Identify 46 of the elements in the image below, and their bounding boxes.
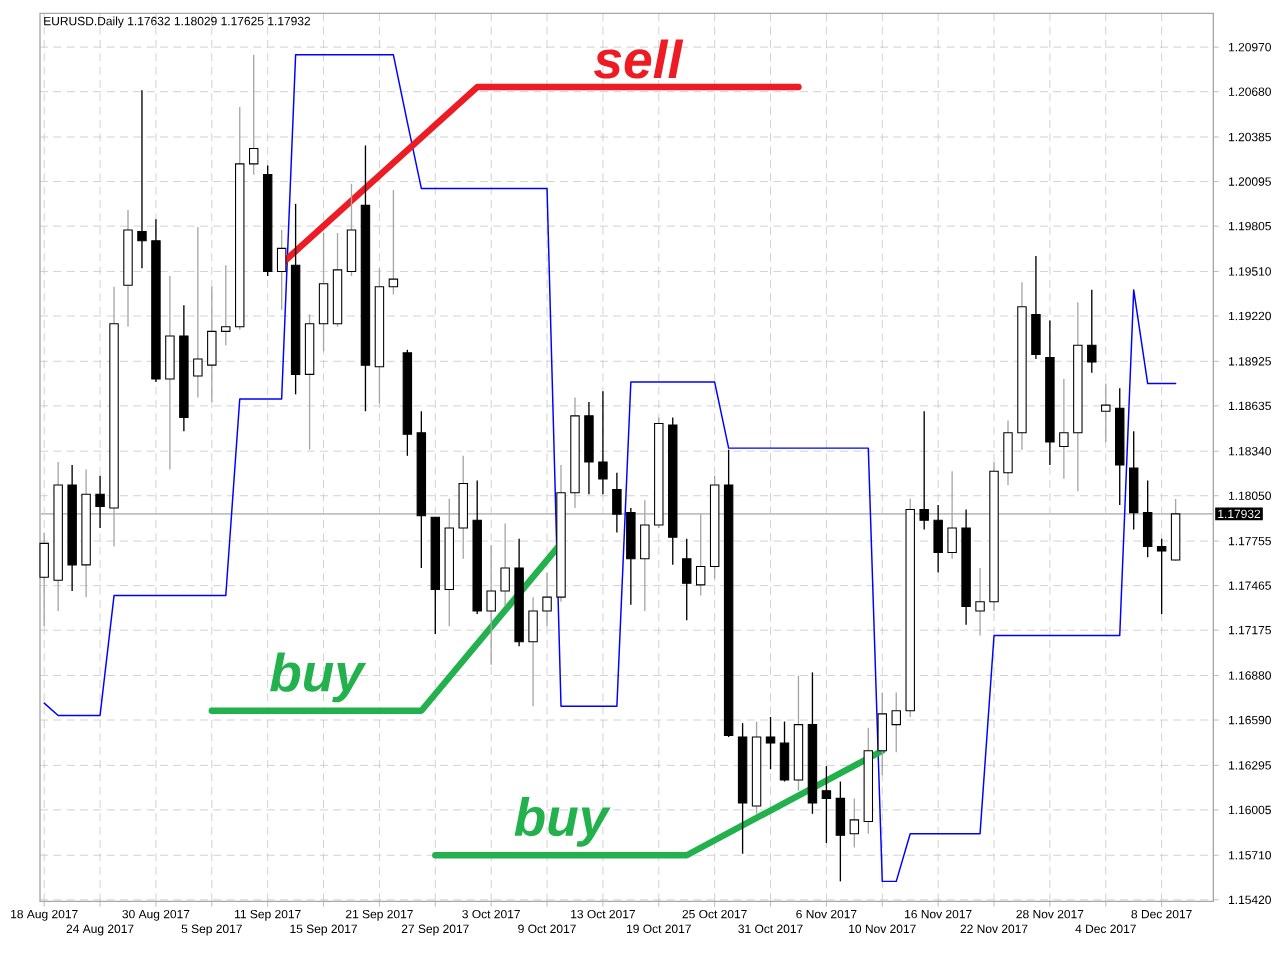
- candlestick: [248, 54, 259, 176]
- candlestick: [849, 797, 860, 849]
- candlestick: [877, 691, 888, 777]
- candlestick: [598, 390, 608, 495]
- candlestick: [221, 264, 231, 346]
- candlestick: [193, 226, 203, 399]
- candlestick: [1101, 382, 1111, 443]
- candlestick: [933, 504, 943, 574]
- candlestick: [821, 765, 832, 844]
- candlestick: [528, 596, 538, 707]
- candlestick: [1142, 479, 1153, 558]
- candlestick: [1031, 255, 1041, 360]
- candlestick: [276, 229, 287, 311]
- candlestick: [542, 571, 552, 627]
- candlestick: [1128, 430, 1139, 531]
- candlestick: [318, 232, 329, 352]
- candlestick: [947, 470, 957, 560]
- candlestick: [137, 89, 147, 270]
- candlestick: [1170, 498, 1181, 562]
- candlestick: [1059, 378, 1069, 480]
- candlestick: [975, 567, 985, 637]
- candlestick: [165, 275, 175, 471]
- candlestick: [612, 472, 622, 534]
- candlestick: [640, 499, 650, 612]
- candlestick: [388, 189, 399, 296]
- candlestick: [765, 716, 776, 770]
- candlestick: [626, 507, 636, 606]
- candlestick: [95, 475, 105, 529]
- series-label: sell: [593, 39, 684, 79]
- candlestick: [1003, 419, 1013, 486]
- candlestick: [919, 410, 929, 531]
- candlestick: [695, 513, 706, 597]
- candlestick: [584, 401, 594, 495]
- candlestick: [1156, 538, 1167, 615]
- candlestick: [891, 691, 901, 753]
- candlestick: [458, 455, 468, 560]
- candlestick: [681, 538, 692, 621]
- candlestick: [346, 183, 357, 277]
- candlestick: [1087, 289, 1097, 374]
- series-label: buy: [514, 797, 611, 847]
- candlestick: [486, 544, 496, 666]
- series-label: buy: [270, 652, 367, 703]
- candlestick: [500, 522, 510, 608]
- candlestick: [835, 780, 846, 883]
- candlestick: [207, 286, 217, 403]
- candlestick: [779, 720, 790, 783]
